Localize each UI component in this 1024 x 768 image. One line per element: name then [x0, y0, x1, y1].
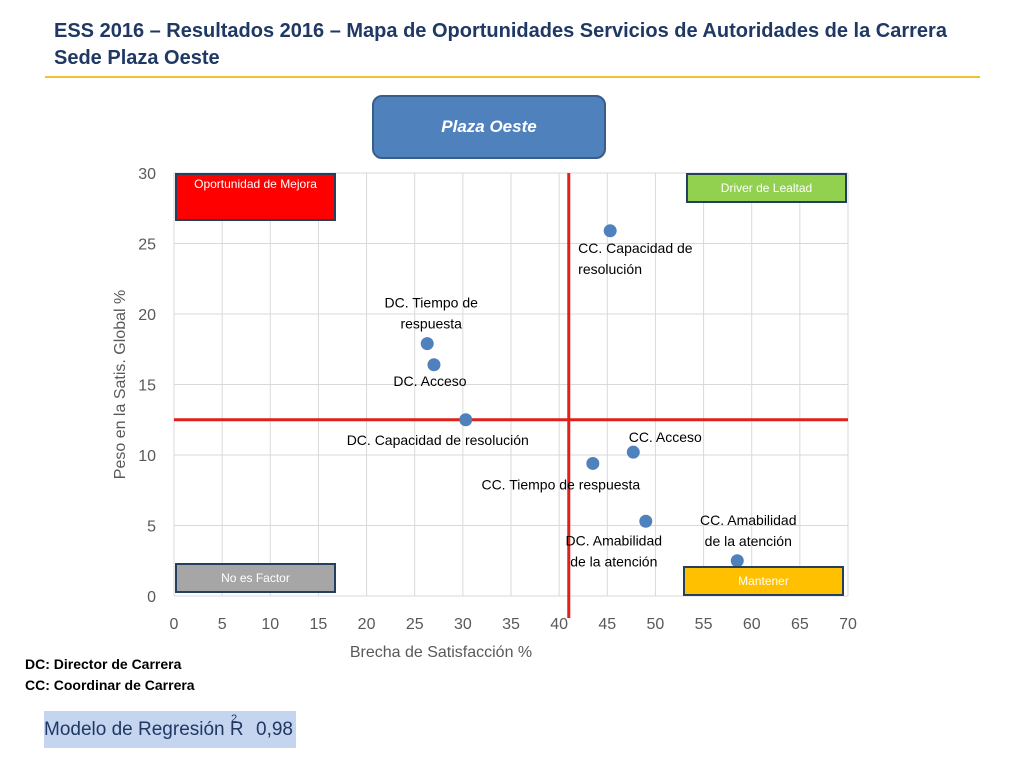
x-tick-label: 70 [839, 616, 857, 633]
y-tick-label: 5 [147, 519, 156, 536]
y-tick-label: 15 [138, 378, 156, 395]
x-tick-label: 30 [454, 616, 472, 633]
legend-cc: CC: Coordinar de Carrera [25, 677, 195, 693]
data-point-label-line: DC. Capacidad de resolución [347, 432, 529, 448]
x-tick-label: 65 [791, 616, 809, 633]
data-point [730, 554, 744, 568]
data-point-label-line: CC. Tiempo de respuesta [481, 476, 640, 492]
quadrant-oportunidad-mejora: Oportunidad de Mejora [175, 173, 336, 221]
quadrant-driver-lealtad: Driver de Lealtad [686, 173, 847, 203]
data-point-label: DC. Capacidad de resolución [347, 432, 529, 448]
data-point-label-line: CC. Capacidad de [578, 240, 693, 256]
data-point-label: DC. Tiempo de respuesta [385, 295, 479, 332]
data-point [586, 456, 600, 470]
data-point [639, 514, 653, 528]
data-point-label-line: DC. Amabilidad [566, 532, 663, 548]
data-point-label: CC. Amabilidad de la atención [700, 512, 797, 549]
data-point [427, 358, 441, 372]
data-point-label: CC. Capacidad de resolución [578, 240, 693, 277]
data-point-label: DC. Acceso [393, 373, 466, 389]
y-tick-label: 10 [138, 448, 156, 465]
data-point [626, 445, 640, 459]
x-axis-title: Brecha de Satisfacción % [350, 644, 532, 661]
y-tick-label: 25 [138, 237, 156, 254]
data-point-label: CC. Tiempo de respuesta [481, 476, 640, 492]
regression-superscript: 2 [231, 713, 238, 725]
x-tick-label: 40 [550, 616, 568, 633]
x-tick-label: 0 [170, 616, 179, 633]
title-underline [45, 76, 980, 78]
data-point-label-line: de la atención [705, 533, 792, 549]
x-tick-label: 5 [218, 616, 227, 633]
x-tick-label: 60 [743, 616, 761, 633]
data-point-label: CC. Acceso [629, 429, 702, 445]
data-point-label-line: de la atención [570, 553, 657, 569]
quadrant-no-es-factor: No es Factor [175, 563, 336, 593]
x-tick-label: 20 [358, 616, 376, 633]
data-point-label-line: CC. Acceso [629, 429, 702, 445]
data-point-label: DC. Amabilidad de la atención [566, 532, 663, 569]
data-point [603, 224, 617, 238]
data-point-label-line: respuesta [400, 316, 462, 332]
data-point-label-line: CC. Amabilidad [700, 512, 797, 528]
data-point [459, 413, 473, 427]
y-tick-label: 0 [147, 589, 156, 606]
x-tick-label: 15 [310, 616, 328, 633]
regression-label: Modelo de Regresión R [44, 719, 244, 740]
legend-dc: DC: Director de Carrera [25, 656, 182, 672]
quadrant-mantener: Mantener [683, 566, 844, 596]
data-point-label-line: DC. Acceso [393, 373, 466, 389]
page-title: ESS 2016 – Resultados 2016 – Mapa de Opo… [54, 20, 947, 69]
regression-value: 0,98 [256, 719, 293, 740]
x-tick-label: 50 [647, 616, 665, 633]
data-point-label-line: resolución [578, 261, 642, 277]
x-tick-label: 10 [261, 616, 279, 633]
data-point-label-line: DC. Tiempo de [385, 295, 479, 311]
x-tick-label: 35 [502, 616, 520, 633]
x-tick-label: 55 [695, 616, 713, 633]
plaza-oeste-badge: Plaza Oeste [372, 95, 606, 159]
y-tick-label: 20 [138, 307, 156, 324]
y-axis-title: Peso en la Satis. Global % [112, 290, 129, 479]
regression-box [44, 711, 296, 748]
x-tick-label: 25 [406, 616, 424, 633]
data-point [420, 337, 434, 351]
x-tick-label: 45 [598, 616, 616, 633]
y-tick-label: 30 [138, 166, 156, 183]
